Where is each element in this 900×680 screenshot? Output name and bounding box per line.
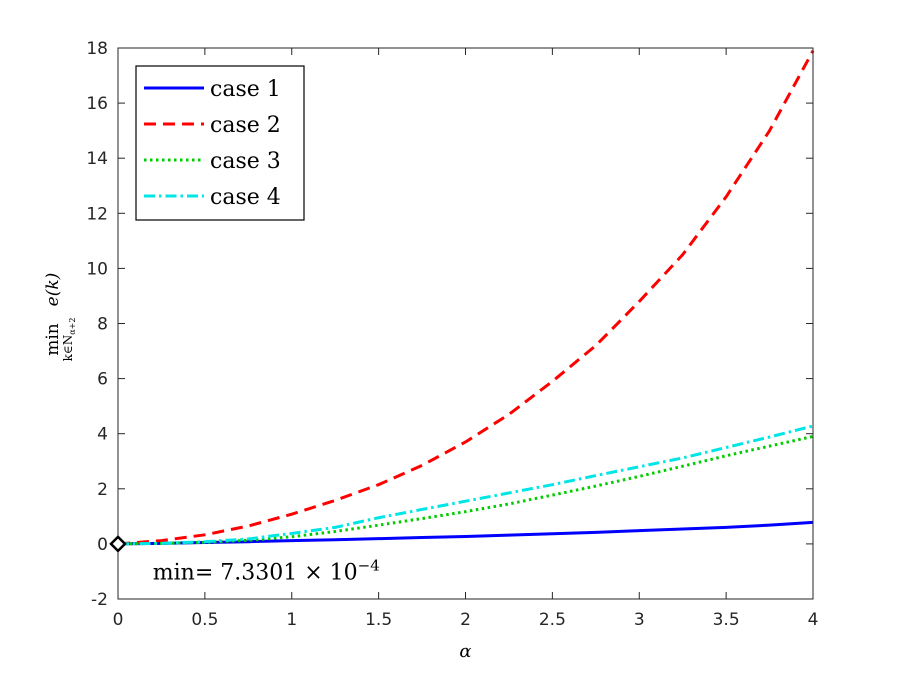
legend-label: case 4: [210, 185, 281, 210]
min-annotation: min= 7.3301 × 10−4: [153, 556, 380, 585]
x-tick-label: 2: [460, 610, 471, 630]
marker-layer: [109, 535, 127, 553]
y-axis-label: min e(k) k∈Nα+2: [43, 273, 77, 362]
legend-label: case 2: [210, 113, 281, 138]
y-tick-label: 14: [86, 149, 108, 169]
y-tick-label: 6: [97, 370, 108, 390]
series-line-case-4: [117, 424, 814, 546]
legend-label: case 3: [210, 149, 281, 174]
annotation-prefix: min= 7.3301 × 10: [153, 560, 358, 585]
legend: case 1 case 2 case 3 case 4: [135, 65, 305, 221]
x-tick-label: 3.5: [713, 610, 740, 630]
x-tick-label: 2.5: [539, 610, 566, 630]
legend-items: case 1 case 2 case 3 case 4: [144, 77, 281, 210]
x-tick-label: 4: [808, 610, 819, 630]
x-tick-label: 0: [113, 610, 124, 630]
x-tick-label: 1: [286, 610, 297, 630]
y-axis-label-subscript-text: k∈N: [61, 335, 75, 362]
x-axis-label: α: [459, 641, 471, 662]
x-tick-label: 3: [634, 610, 645, 630]
y-tick-label: 18: [86, 39, 108, 59]
legend-item: case 1: [144, 77, 281, 102]
y-tick-label: 10: [86, 259, 108, 279]
legend-item: case 4: [144, 185, 281, 210]
y-axis-label-function: e(k): [43, 273, 63, 307]
minimum-marker: [109, 535, 127, 553]
legend-box: [135, 65, 305, 221]
legend-item: case 3: [144, 149, 281, 174]
x-tick-label: 0.5: [191, 610, 218, 630]
legend-item: case 2: [144, 113, 281, 138]
series-layer: [117, 50, 815, 546]
legend-label: case 1: [210, 77, 281, 102]
series-line-case-2: [117, 50, 815, 546]
x-tick-label: 1.5: [365, 610, 392, 630]
y-tick-label: 4: [97, 425, 108, 445]
y-axis-label-subsubscript: α+2: [68, 318, 77, 335]
y-tick-label: -2: [91, 590, 108, 610]
y-tick-label: 12: [86, 204, 108, 224]
y-tick-label: 8: [97, 315, 108, 335]
y-axis-label-min: min: [43, 323, 63, 356]
y-tick-label: 16: [86, 94, 108, 114]
annotation-exponent: −4: [358, 556, 380, 574]
y-tick-label: 2: [97, 480, 108, 500]
y-tick-label: 0: [97, 535, 108, 555]
y-axis-label-subscript: k∈Nα+2: [61, 318, 77, 362]
